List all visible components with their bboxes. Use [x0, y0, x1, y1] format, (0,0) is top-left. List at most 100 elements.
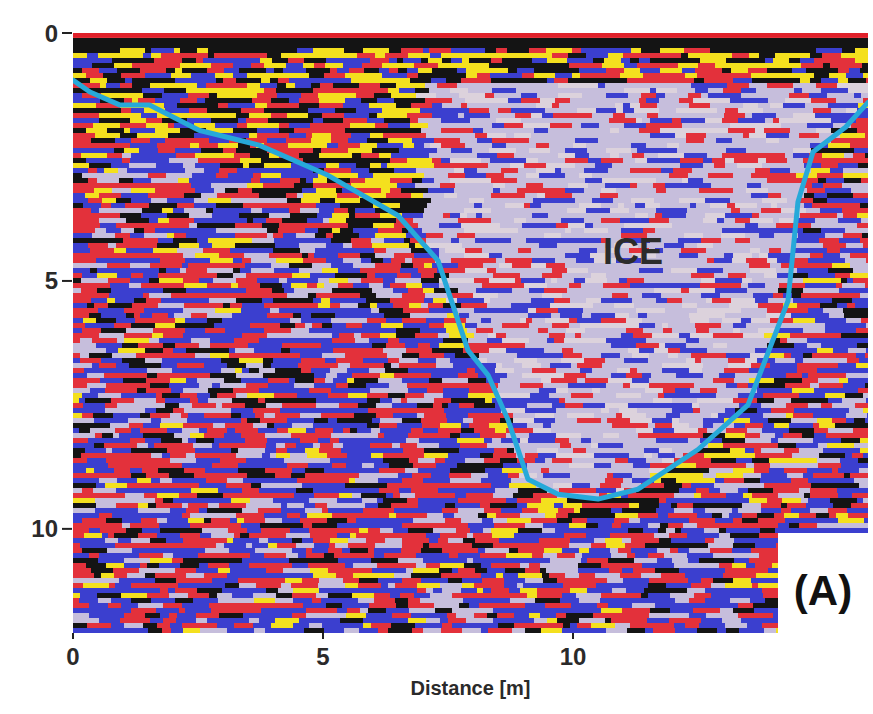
radar-texture	[252, 198, 266, 203]
radar-texture	[149, 218, 159, 223]
radar-texture	[426, 133, 445, 138]
radar-texture	[95, 228, 107, 233]
radar-texture	[318, 228, 333, 233]
radar-texture	[643, 73, 669, 78]
radar-texture	[269, 168, 289, 173]
radar-texture	[493, 68, 509, 73]
radar-texture	[450, 178, 476, 183]
radar-texture	[323, 38, 332, 43]
radar-texture	[88, 148, 108, 153]
radar-texture	[408, 53, 425, 58]
radar-texture	[348, 223, 374, 228]
radar-texture	[657, 103, 667, 108]
radar-texture	[428, 188, 455, 193]
radar-texture	[270, 183, 295, 188]
radar-texture	[388, 138, 413, 143]
radar-texture	[97, 158, 123, 163]
radar-texture	[255, 103, 268, 108]
radar-texture	[821, 228, 846, 233]
radar-texture	[710, 103, 720, 108]
radar-texture	[269, 213, 291, 218]
radar-texture	[382, 108, 394, 113]
radar-texture	[388, 123, 411, 128]
radar-texture	[667, 193, 691, 198]
radar-texture	[673, 168, 681, 173]
radar-texture	[345, 128, 352, 133]
radar-texture	[192, 173, 217, 178]
radar-texture	[508, 68, 518, 73]
radar-texture	[579, 68, 607, 73]
radar-texture	[434, 163, 451, 168]
radar-texture	[552, 103, 560, 108]
radar-texture	[466, 68, 494, 73]
radar-texture	[242, 78, 262, 83]
radar-texture	[99, 208, 122, 213]
radar-texture	[193, 103, 219, 108]
radar-texture	[340, 168, 352, 173]
radar-texture	[89, 223, 101, 228]
radar-texture	[350, 123, 376, 128]
radar-texture	[73, 93, 83, 98]
radar-texture	[155, 123, 169, 128]
root: 05100510Distance [m]ICE(A)	[0, 0, 873, 714]
radar-texture	[789, 133, 800, 138]
radar-texture	[404, 238, 411, 243]
radar-texture	[838, 218, 862, 223]
radar-texture	[777, 203, 805, 208]
radar-texture	[240, 158, 262, 163]
radar-texture	[112, 43, 125, 48]
radar-texture	[763, 108, 772, 113]
radar-texture	[722, 153, 739, 158]
radar-texture	[180, 143, 191, 148]
radar-texture	[434, 178, 451, 183]
radar-texture	[120, 213, 142, 218]
radar-texture	[73, 103, 97, 108]
radar-texture	[465, 143, 493, 148]
radar-texture	[666, 188, 687, 193]
radar-texture	[575, 198, 593, 203]
radar-texture	[541, 203, 558, 208]
radar-texture	[150, 168, 160, 173]
radar-texture	[664, 83, 692, 88]
radar-texture	[494, 93, 522, 98]
radar-texture	[286, 43, 312, 48]
radar-texture	[624, 68, 641, 73]
radar-texture	[280, 178, 301, 183]
radar-texture	[260, 168, 270, 173]
radar-texture	[238, 118, 247, 123]
radar-texture	[588, 43, 596, 48]
radar-texture	[196, 58, 204, 63]
radar-texture	[697, 73, 724, 78]
radar-texture	[289, 208, 301, 213]
radar-texture	[415, 183, 441, 188]
radar-texture	[86, 128, 108, 133]
radar-texture	[425, 98, 453, 103]
radar-texture	[755, 48, 766, 53]
radar-texture	[475, 233, 493, 238]
radar-texture	[493, 183, 506, 188]
radar-texture	[855, 228, 873, 233]
radar-texture	[271, 98, 290, 103]
radar-texture	[623, 83, 651, 88]
radar-texture	[313, 118, 324, 123]
radar-texture	[489, 148, 517, 153]
radar-texture	[699, 38, 709, 43]
radar-texture	[838, 78, 849, 83]
radar-texture	[669, 138, 687, 143]
radar-texture	[669, 218, 693, 223]
radar-texture	[318, 93, 325, 98]
radar-texture	[737, 163, 763, 168]
radar-texture	[377, 143, 404, 148]
radar-texture	[561, 233, 577, 238]
radar-texture	[591, 193, 601, 198]
radar-texture	[81, 153, 108, 158]
radar-texture	[593, 223, 600, 228]
radar-texture	[253, 88, 265, 93]
radar-texture	[307, 98, 320, 103]
radar-texture	[565, 113, 593, 118]
radar-texture	[350, 178, 366, 183]
radar-texture	[498, 73, 523, 78]
radar-texture	[759, 233, 775, 238]
radar-texture	[672, 223, 680, 228]
radar-texture	[267, 53, 282, 58]
